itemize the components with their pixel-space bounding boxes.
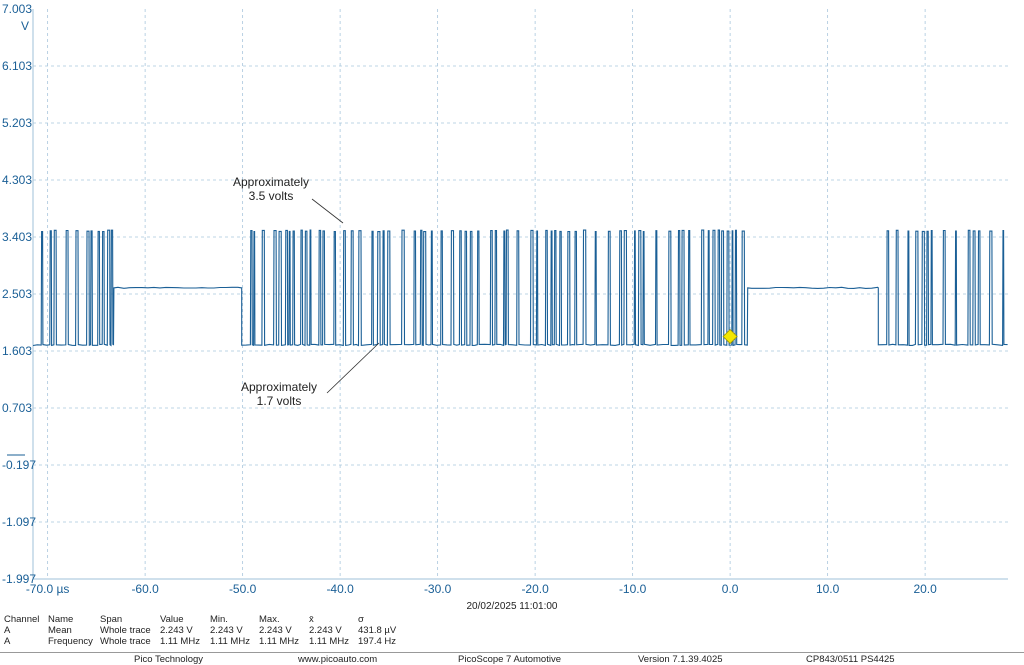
x-tick-label: 10.0 xyxy=(816,582,840,596)
cell-name: Frequency xyxy=(48,636,93,647)
cell-min: 2.243 V xyxy=(210,625,243,636)
footer-device: CP843/0511 PS4425 xyxy=(806,654,895,665)
x-tick-label: -70.0 µs xyxy=(26,582,70,596)
y-tick-label: 6.103 xyxy=(2,59,32,73)
x-tick-labels: -70.0 µs -60.0 -50.0 -40.0 -30.0 -20.0 -10.0 0.… xyxy=(26,582,937,596)
x-tick-label: -20.0 xyxy=(521,582,549,596)
cell-span: Whole trace xyxy=(100,625,151,636)
status-footer: Pico Technology www.picoauto.com PicoSco… xyxy=(0,652,1024,665)
cell-mean: 1.11 MHz xyxy=(309,636,349,647)
col-max-header: Max. xyxy=(259,614,280,625)
x-tick-label: -50.0 xyxy=(229,582,257,596)
x-tick-label: -40.0 xyxy=(326,582,354,596)
footer-version: Version 7.1.39.4025 xyxy=(638,654,723,665)
y-tick-label: 4.303 xyxy=(2,173,32,187)
channel-a-trace xyxy=(32,229,1008,347)
cell-channel: A xyxy=(4,625,11,636)
y-tick-label: 3.403 xyxy=(2,230,32,244)
cell-sigma: 197.4 Hz xyxy=(358,636,397,647)
cell-min: 1.11 MHz xyxy=(210,636,250,647)
footer-company: Pico Technology xyxy=(134,654,204,665)
col-name-header: Name xyxy=(48,614,74,625)
col-channel-header: Channel xyxy=(4,614,40,625)
cell-max: 2.243 V xyxy=(259,625,292,636)
trigger-marker[interactable] xyxy=(722,328,738,345)
col-min-header: Min. xyxy=(210,614,228,625)
oscilloscope-chart: 7.003 6.103 5.203 4.303 3.403 2.503 1.603 0.703… xyxy=(2,2,1008,612)
col-mean-header: x̄ xyxy=(309,614,314,625)
cell-channel: A xyxy=(4,636,11,647)
cell-sigma: 431.8 µV xyxy=(358,625,397,636)
y-tick-label: 0.703 xyxy=(2,401,32,415)
col-span-header: Span xyxy=(100,614,123,625)
y-axis-unit: V xyxy=(21,19,29,33)
y-tick-label: -1.097 xyxy=(2,515,36,529)
annotation-text: Approximately xyxy=(233,175,309,189)
y-tick-label: 5.203 xyxy=(2,116,32,130)
cell-mean: 2.243 V xyxy=(309,625,342,636)
x-tick-label: -10.0 xyxy=(619,582,647,596)
col-sigma-header: σ xyxy=(358,614,364,625)
cell-name: Mean xyxy=(48,625,72,636)
y-tick-label: 7.003 xyxy=(2,2,32,16)
annotation-leader-line xyxy=(326,342,380,394)
chart-grid xyxy=(33,9,1008,579)
y-tick-label: -1.997 xyxy=(2,572,36,586)
y-tick-label: -0.197 xyxy=(2,458,36,472)
capture-timestamp: 20/02/2025 11:01:00 xyxy=(466,601,557,612)
y-tick-label: 1.603 xyxy=(2,344,32,358)
annotation-leader-line xyxy=(311,198,344,224)
cell-max: 1.11 MHz xyxy=(259,636,299,647)
cell-value: 1.11 MHz xyxy=(160,636,200,647)
x-tick-label: 0.0 xyxy=(722,582,739,596)
x-tick-label: 20.0 xyxy=(913,582,937,596)
annotation-text: 1.7 volts xyxy=(257,394,302,408)
footer-product: PicoScope 7 Automotive xyxy=(458,654,561,665)
cell-span: Whole trace xyxy=(100,636,151,647)
y-tick-label: 2.503 xyxy=(2,287,32,301)
col-value-header: Value xyxy=(160,614,184,625)
x-tick-label: -60.0 xyxy=(131,582,159,596)
x-tick-label: -30.0 xyxy=(424,582,452,596)
annotation-text: 3.5 volts xyxy=(249,189,294,203)
footer-website[interactable]: www.picoauto.com xyxy=(298,654,378,665)
annotation-text: Approximately xyxy=(241,380,317,394)
cell-value: 2.243 V xyxy=(160,625,193,636)
y-tick-labels: 7.003 6.103 5.203 4.303 3.403 2.503 1.603 0.703… xyxy=(2,2,36,586)
